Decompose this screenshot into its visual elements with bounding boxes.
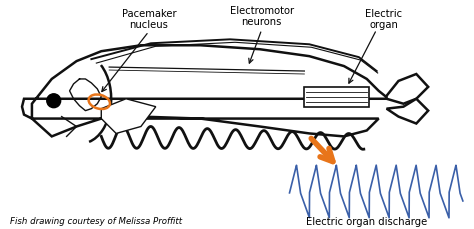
Polygon shape [304, 87, 369, 107]
Text: Fish drawing courtesy of Melissa Proffitt: Fish drawing courtesy of Melissa Proffit… [10, 216, 182, 225]
Circle shape [47, 94, 61, 108]
Text: Electric organ discharge: Electric organ discharge [306, 216, 428, 226]
Text: Pacemaker
nucleus: Pacemaker nucleus [121, 8, 176, 30]
Polygon shape [387, 75, 428, 104]
Polygon shape [101, 99, 156, 134]
Polygon shape [22, 46, 389, 137]
Text: Electromotor
neurons: Electromotor neurons [230, 6, 294, 27]
Polygon shape [387, 99, 428, 124]
Text: Electric
organ: Electric organ [365, 8, 402, 30]
